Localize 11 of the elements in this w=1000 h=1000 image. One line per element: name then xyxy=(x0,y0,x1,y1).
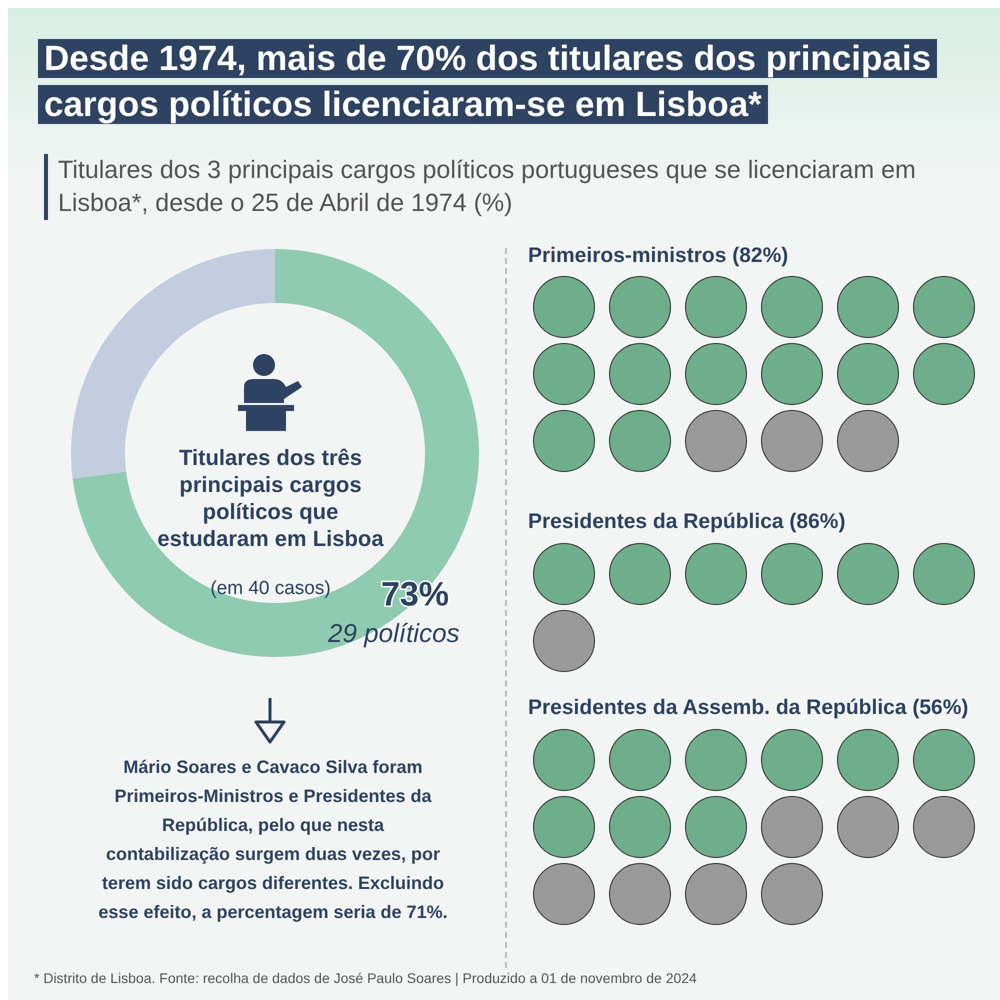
text: Mário Soares e Cavaco Silva foram Primeiros-Ministros e Presidentes da República, pelo que nesta contabilização surgem duas vezes, por terem sido cargos diferentes. Excluindo esse efeito, a percentagem seria de 71%. xyxy=(98,756,448,924)
chart-title: Desde 1974, mais de 70% dos titulares dos principais cargos políticos licenciaram-se em Lisboa* xyxy=(38,39,938,124)
text: Primeiros-ministros (82%) xyxy=(528,244,788,268)
text: Presidentes da República (86%) xyxy=(528,510,846,534)
text: Presidentes da Assemb. da República (56%) xyxy=(528,696,968,720)
text: Titulares dos três principais cargos políticos que estudaram em Lisboa xyxy=(156,444,385,552)
donut-slice xyxy=(72,249,479,657)
chart-subtitle: Titulares dos 3 principais cargos políticos portugueses que se licenciaram em Lisboa*, desde o 25 de Abril de 1974 (%) xyxy=(44,154,993,220)
text: * Distrito de Lisboa. Fonte: recolha de dados de José Paulo Soares | Produzido a 01 de novembro de 2024 xyxy=(34,970,697,986)
text: (em 40 casos) xyxy=(210,578,331,599)
text: 29 políticos xyxy=(328,618,460,649)
